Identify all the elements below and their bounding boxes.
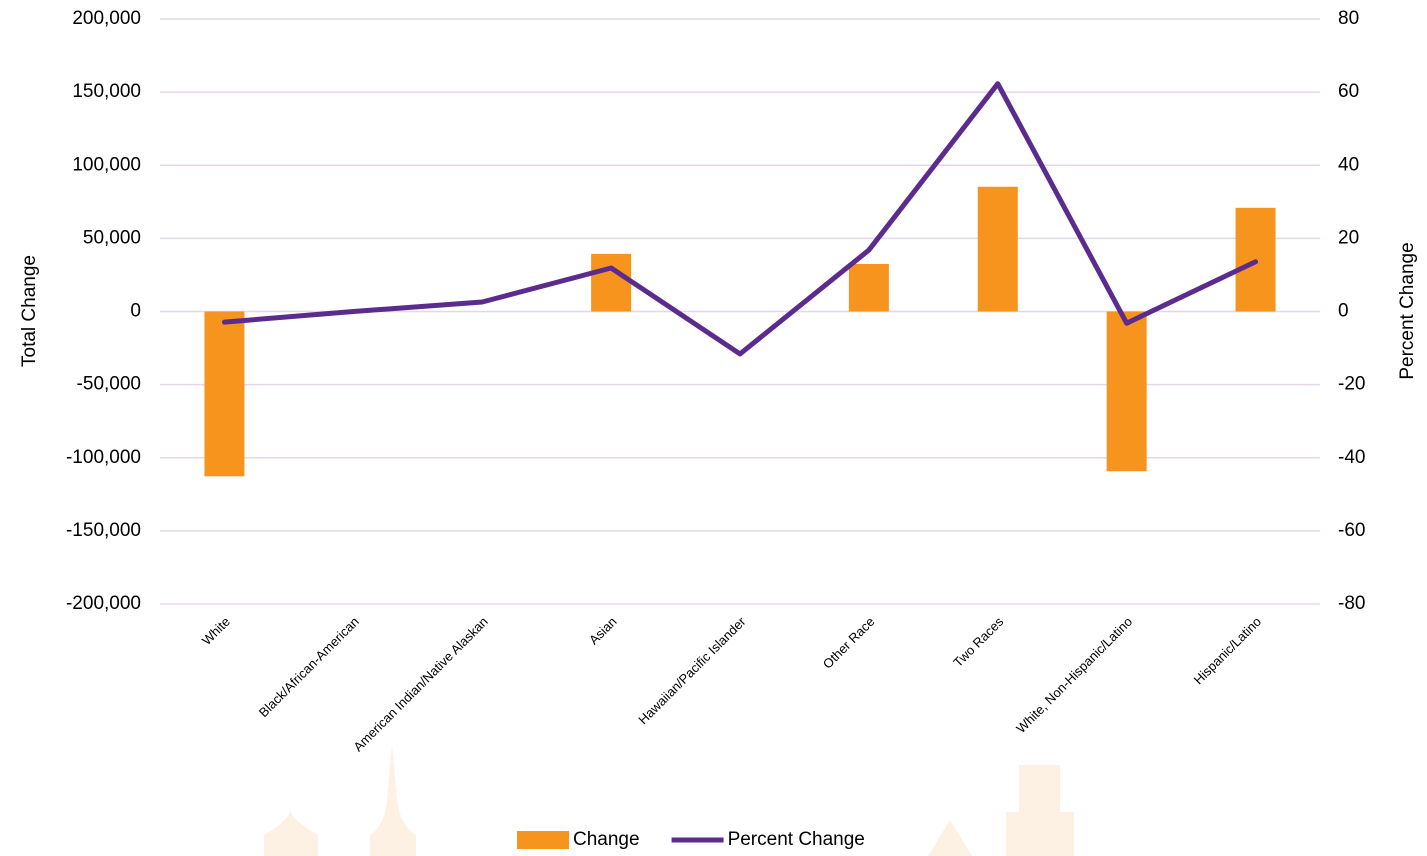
y2-tick-label: 0 bbox=[1338, 301, 1349, 322]
y-tick-label: 0 bbox=[130, 301, 141, 322]
x-tick-label: Hawaiian/Pacific Islander bbox=[635, 613, 749, 727]
bar bbox=[978, 187, 1018, 312]
x-tick-label: White, Non-Hispanic/Latino bbox=[1013, 614, 1135, 736]
bar bbox=[1107, 312, 1147, 472]
y2-axis-title: Percent Change bbox=[1397, 242, 1418, 379]
y2-tick-label: 80 bbox=[1338, 8, 1359, 29]
y2-tick-label: -20 bbox=[1338, 374, 1365, 395]
x-tick-label: Other Race bbox=[820, 614, 878, 672]
legend-label: Change bbox=[573, 829, 640, 850]
y-tick-label: -50,000 bbox=[77, 374, 141, 395]
bar bbox=[849, 264, 889, 312]
x-tick-label: White bbox=[199, 614, 233, 648]
x-tick-label: Two Races bbox=[950, 614, 1006, 670]
y-tick-label: 150,000 bbox=[72, 81, 141, 102]
legend-swatch bbox=[517, 831, 569, 849]
y2-tick-label: -60 bbox=[1338, 520, 1365, 541]
y2-tick-label: -40 bbox=[1338, 447, 1365, 468]
y-tick-label: -200,000 bbox=[66, 593, 141, 614]
y2-tick-label: 60 bbox=[1338, 81, 1359, 102]
x-tick-label: Hispanic/Latino bbox=[1191, 614, 1264, 687]
y-tick-label: 50,000 bbox=[83, 227, 141, 248]
y2-tick-label: -80 bbox=[1338, 593, 1365, 614]
x-tick-label: Black/African-American bbox=[256, 614, 362, 720]
y2-tick-label: 40 bbox=[1338, 154, 1359, 175]
legend-label: Percent Change bbox=[728, 829, 865, 850]
chart: Total Change Percent Change -200,000 -150… bbox=[0, 0, 1427, 856]
bar bbox=[591, 254, 631, 312]
y-tick-label: 200,000 bbox=[72, 8, 141, 29]
y-tick-label: -150,000 bbox=[66, 520, 141, 541]
x-tick-label: Asian bbox=[586, 614, 620, 648]
bar bbox=[204, 312, 244, 477]
y-axis-title: Total Change bbox=[19, 255, 40, 367]
line bbox=[224, 84, 1255, 354]
y2-tick-label: 20 bbox=[1338, 227, 1359, 248]
x-tick-label: American Indian/Native Alaskan bbox=[350, 614, 490, 754]
y-tick-label: -100,000 bbox=[66, 447, 141, 468]
background-decoration bbox=[264, 745, 1074, 856]
y-tick-label: 100,000 bbox=[72, 154, 141, 175]
